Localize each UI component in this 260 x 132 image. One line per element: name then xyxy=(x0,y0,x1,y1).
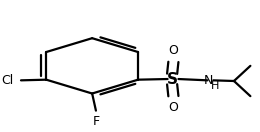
Text: S: S xyxy=(167,72,178,86)
Text: Cl: Cl xyxy=(1,74,14,87)
Text: N: N xyxy=(204,74,213,87)
Text: O: O xyxy=(168,101,178,114)
Text: F: F xyxy=(92,115,100,128)
Text: O: O xyxy=(168,44,178,57)
Text: H: H xyxy=(211,81,219,91)
